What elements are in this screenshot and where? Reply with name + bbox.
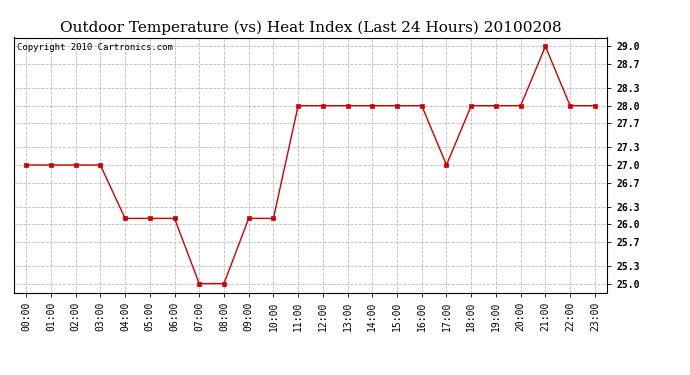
Title: Outdoor Temperature (vs) Heat Index (Last 24 Hours) 20100208: Outdoor Temperature (vs) Heat Index (Las… [60,21,561,35]
Text: Copyright 2010 Cartronics.com: Copyright 2010 Cartronics.com [17,43,172,52]
